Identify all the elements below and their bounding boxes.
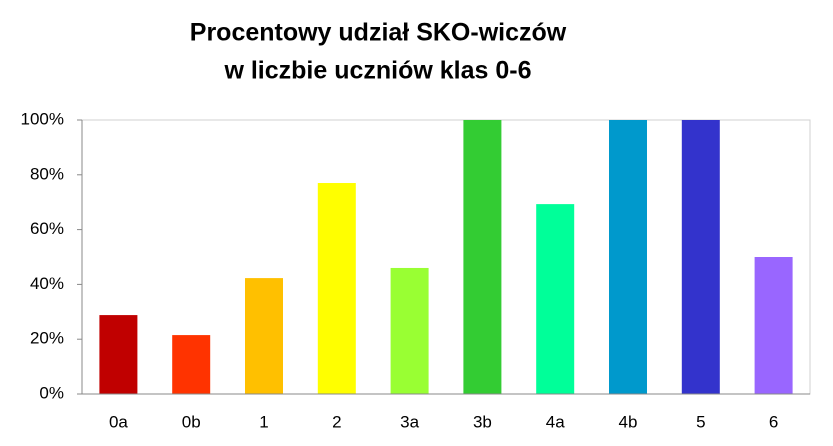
bar bbox=[609, 120, 647, 394]
y-tick-label: 60% bbox=[30, 219, 64, 238]
bar bbox=[536, 204, 575, 394]
y-tick-label: 80% bbox=[30, 164, 64, 183]
x-tick-label: 4a bbox=[546, 412, 565, 431]
x-tick-label: 3a bbox=[400, 412, 419, 431]
bar bbox=[99, 315, 138, 394]
bar bbox=[681, 120, 720, 394]
bar bbox=[172, 335, 211, 394]
chart-title: w liczbie uczniów klas 0-6 bbox=[223, 57, 531, 85]
y-tick-label: 40% bbox=[30, 274, 64, 293]
bar bbox=[754, 257, 793, 394]
x-tick-label: 0a bbox=[109, 412, 128, 431]
x-tick-label: 2 bbox=[332, 412, 341, 431]
x-tick-label: 1 bbox=[259, 412, 268, 431]
bar bbox=[317, 183, 356, 394]
bar bbox=[245, 278, 283, 394]
bar bbox=[390, 267, 429, 394]
y-tick-label: 20% bbox=[30, 329, 64, 348]
x-tick-label: 0b bbox=[182, 412, 201, 431]
bar bbox=[463, 120, 502, 394]
y-tick-label: 100% bbox=[21, 109, 64, 128]
x-tick-label: 5 bbox=[696, 412, 705, 431]
chart-title: Procentowy udział SKO-wiczów bbox=[190, 19, 567, 47]
y-tick-label: 0% bbox=[39, 383, 64, 402]
x-tick-label: 6 bbox=[769, 412, 778, 431]
x-tick-label: 3b bbox=[473, 412, 492, 431]
x-tick-label: 4b bbox=[619, 412, 638, 431]
